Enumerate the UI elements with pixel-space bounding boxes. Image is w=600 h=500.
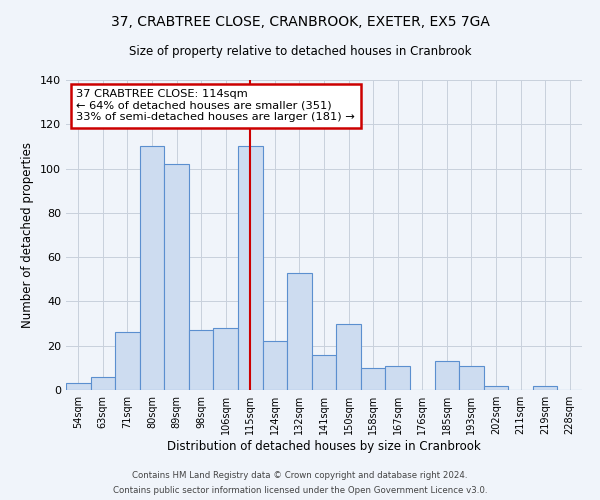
Bar [115,332,140,390]
Text: Contains public sector information licensed under the Open Government Licence v3: Contains public sector information licen… [113,486,487,495]
Bar [459,366,484,390]
Bar [385,366,410,390]
Bar [164,164,189,390]
Bar [214,328,238,390]
Bar [238,146,263,390]
Bar [263,342,287,390]
Bar [91,376,115,390]
Text: Contains HM Land Registry data © Crown copyright and database right 2024.: Contains HM Land Registry data © Crown c… [132,471,468,480]
Bar [189,330,214,390]
Bar [312,354,336,390]
Bar [434,361,459,390]
X-axis label: Distribution of detached houses by size in Cranbrook: Distribution of detached houses by size … [167,440,481,453]
Text: Size of property relative to detached houses in Cranbrook: Size of property relative to detached ho… [129,45,471,58]
Text: 37 CRABTREE CLOSE: 114sqm
← 64% of detached houses are smaller (351)
33% of semi: 37 CRABTREE CLOSE: 114sqm ← 64% of detac… [76,90,355,122]
Y-axis label: Number of detached properties: Number of detached properties [22,142,34,328]
Text: 37, CRABTREE CLOSE, CRANBROOK, EXETER, EX5 7GA: 37, CRABTREE CLOSE, CRANBROOK, EXETER, E… [110,15,490,29]
Bar [533,386,557,390]
Bar [140,146,164,390]
Bar [287,272,312,390]
Bar [484,386,508,390]
Bar [336,324,361,390]
Bar [66,384,91,390]
Bar [361,368,385,390]
